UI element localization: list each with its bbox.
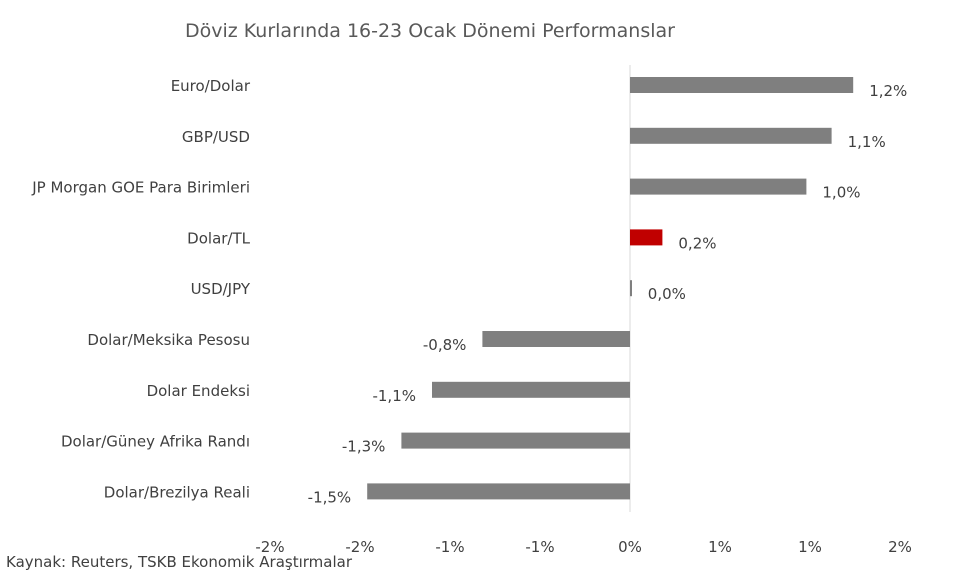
x-tick-label: -1% — [435, 538, 464, 556]
data-label: 1,1% — [848, 133, 886, 151]
category-label: Dolar/Güney Afrika Randı — [61, 433, 250, 451]
bar-4 — [630, 280, 632, 297]
category-label: Euro/Dolar — [171, 77, 251, 95]
bar-3 — [630, 229, 663, 246]
x-tick-label: -1% — [525, 538, 554, 556]
chart-title: Döviz Kurlarında 16-23 Ocak Dönemi Perfo… — [184, 20, 675, 42]
category-label: GBP/USD — [182, 128, 250, 146]
bar-5 — [482, 331, 630, 347]
data-label: -1,1% — [372, 387, 416, 405]
x-tick-label: 2% — [888, 538, 912, 556]
bar-6 — [432, 381, 630, 398]
bar-7 — [401, 432, 630, 449]
category-label: Dolar/TL — [187, 229, 250, 247]
data-label: 0,2% — [678, 234, 716, 252]
category-label: Dolar Endeksi — [147, 382, 250, 400]
data-label: -1,5% — [308, 488, 352, 506]
x-tick-label: 1% — [708, 538, 732, 556]
category-label: JP Morgan GOE Para Birimleri — [31, 179, 250, 197]
data-label: 1,0% — [822, 184, 860, 202]
x-tick-label: -2% — [345, 538, 374, 556]
bar-1 — [630, 127, 832, 144]
data-label: -0,8% — [423, 336, 467, 354]
category-label: Dolar/Brezilya Reali — [104, 483, 250, 501]
category-label: Dolar/Meksika Pesosu — [87, 331, 250, 349]
data-label: 1,2% — [869, 82, 907, 100]
x-tick-label: 0% — [618, 538, 642, 556]
data-label: 0,0% — [648, 285, 686, 303]
bar-8 — [367, 483, 630, 500]
x-tick-label: -2% — [255, 538, 284, 556]
bar-0 — [630, 77, 854, 93]
x-tick-label: 1% — [798, 538, 822, 556]
category-label: USD/JPY — [191, 280, 251, 298]
data-label: -1,3% — [342, 438, 386, 456]
source-note: Kaynak: Reuters, TSKB Ekonomik Araştırma… — [6, 553, 352, 571]
bar-2 — [630, 178, 807, 195]
